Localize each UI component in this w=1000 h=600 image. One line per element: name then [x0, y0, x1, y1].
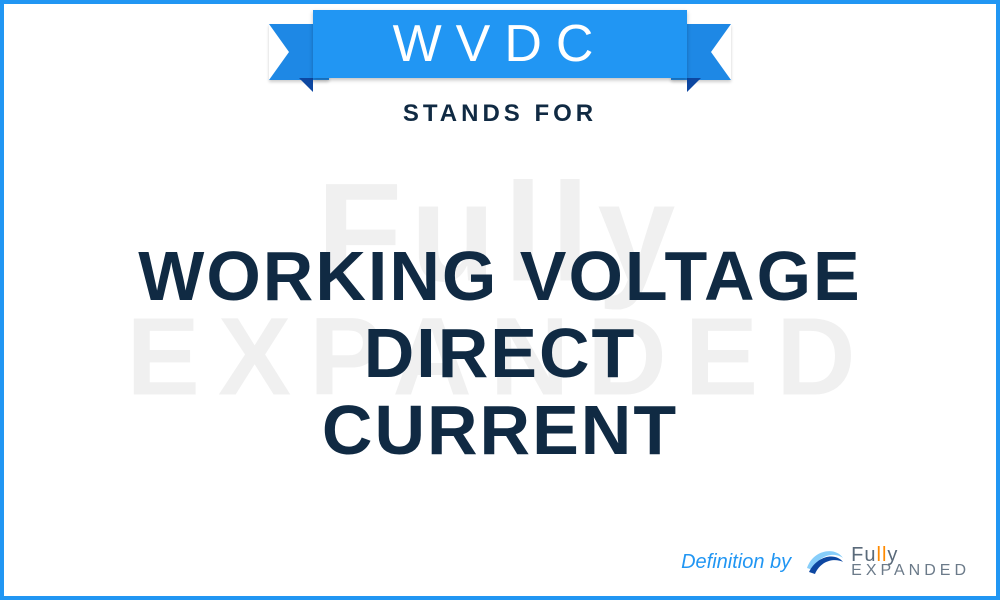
logo-line2: EXPANDED — [851, 564, 970, 578]
definition-text: WORKING VOLTAGE DIRECT CURRENT — [4, 238, 996, 469]
stands-for-label: STANDS FOR — [4, 100, 996, 128]
definition-by-label: Definition by — [681, 551, 791, 574]
ribbon-fold-right-icon — [687, 78, 701, 92]
fully-expanded-logo: Fully EXPANDED — [805, 544, 970, 580]
definition-line1: WORKING VOLTAGE DIRECT — [10, 238, 990, 392]
definition-line2: CURRENT — [10, 392, 990, 469]
ribbon-fold-left-icon — [299, 78, 313, 92]
acronym-banner: WVDC — [4, 10, 996, 78]
logo-swoosh-icon — [805, 544, 845, 580]
acronym-text: WVDC — [313, 10, 688, 78]
attribution-footer: Definition by Fully EXPANDED — [681, 544, 970, 580]
